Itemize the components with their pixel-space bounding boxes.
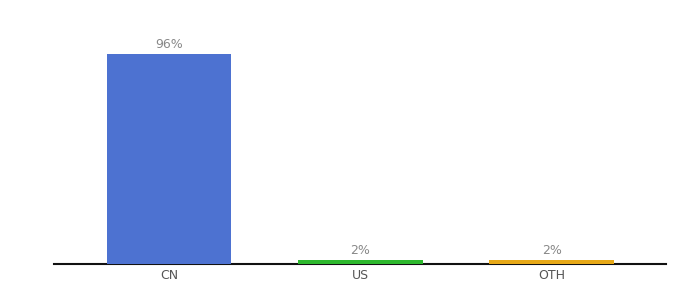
Text: 96%: 96% [155, 38, 183, 51]
Text: 2%: 2% [542, 244, 562, 257]
Bar [299, 260, 422, 264]
Bar [107, 53, 231, 264]
Text: 2%: 2% [350, 244, 371, 257]
Bar [490, 260, 614, 264]
